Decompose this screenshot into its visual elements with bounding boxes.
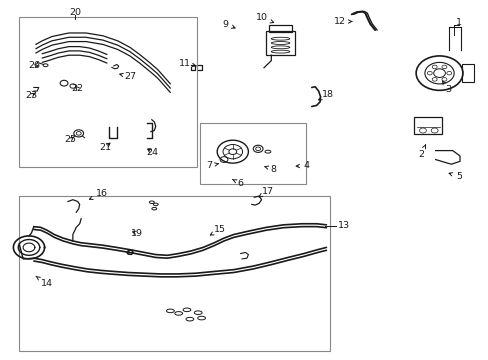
Text: 17: 17 [258, 187, 273, 197]
Text: 26: 26 [28, 62, 40, 71]
Text: 27: 27 [120, 72, 136, 81]
Text: 24: 24 [145, 148, 158, 157]
Bar [461, 64, 473, 82]
Bar [199, 123, 305, 184]
Text: 16: 16 [89, 189, 108, 199]
Text: 25: 25 [64, 135, 76, 144]
Text: 21: 21 [100, 143, 111, 152]
Text: 13: 13 [337, 221, 349, 230]
Text: 1: 1 [455, 18, 461, 27]
Text: 11: 11 [179, 59, 196, 68]
Text: 7: 7 [206, 161, 218, 170]
Bar [19, 17, 197, 167]
Text: 20: 20 [69, 8, 81, 17]
Text: 8: 8 [264, 165, 276, 174]
Text: 15: 15 [210, 225, 225, 235]
Text: 23: 23 [25, 91, 37, 100]
Text: 12: 12 [333, 17, 351, 26]
Bar [269, 26, 291, 32]
Bar [266, 31, 294, 55]
Text: 18: 18 [318, 90, 334, 100]
Text: 5: 5 [448, 172, 461, 181]
Text: 10: 10 [255, 13, 273, 23]
Bar [413, 117, 442, 134]
Text: 14: 14 [36, 276, 53, 288]
Text: 2: 2 [417, 145, 425, 159]
Text: 19: 19 [131, 229, 143, 238]
Text: 3: 3 [442, 81, 450, 94]
Bar [19, 197, 330, 351]
Text: 6: 6 [232, 179, 243, 188]
Text: 9: 9 [222, 19, 235, 28]
Text: 4: 4 [296, 161, 309, 170]
Text: 22: 22 [72, 84, 83, 93]
